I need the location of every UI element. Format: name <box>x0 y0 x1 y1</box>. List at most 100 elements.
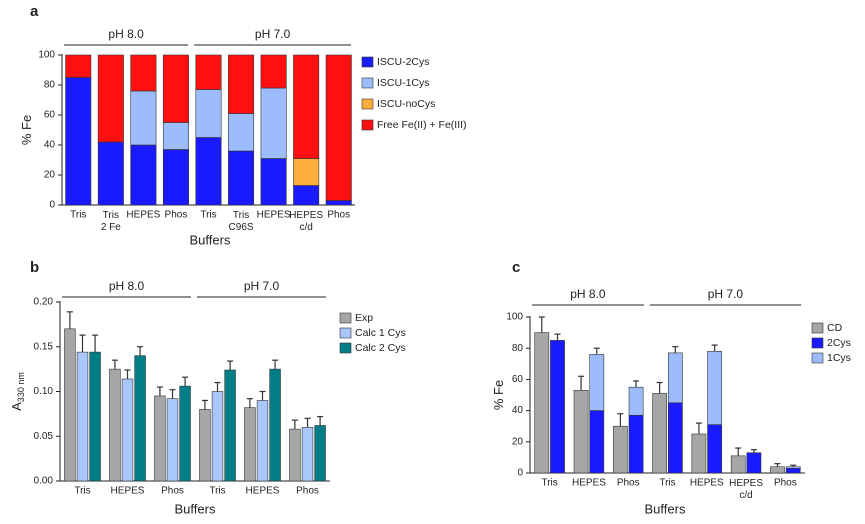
panel-label: b <box>30 259 39 276</box>
legend-swatch <box>361 98 374 110</box>
y-tick-label: 60 <box>44 110 56 121</box>
bar <box>162 122 189 150</box>
x-tick-label: Tris <box>74 486 90 497</box>
bar <box>785 468 801 474</box>
x-axis-label: Buffers <box>175 501 216 516</box>
x-tick-label: HEPES c/d <box>289 210 323 233</box>
legend-label: Calc 2 Cys <box>355 342 406 354</box>
bar <box>707 351 723 425</box>
group-label: pH 7.0 <box>244 279 280 293</box>
legend-swatch <box>811 352 824 364</box>
x-tick-label: HEPES <box>111 486 145 497</box>
legend-swatch <box>339 342 352 354</box>
bar <box>65 54 92 78</box>
bar <box>589 410 605 474</box>
legend-swatch <box>361 56 374 68</box>
y-label-text: A <box>9 402 24 411</box>
group-label: pH 7.0 <box>255 27 291 41</box>
legend-label: Calc 1 Cys <box>355 327 406 339</box>
bar <box>260 87 287 159</box>
y-axis-label: % Fe <box>19 115 34 145</box>
y-tick-label: 100 <box>38 50 55 61</box>
y-tick-label: 0 <box>49 200 55 211</box>
y-tick-label: 0.00 <box>34 476 54 487</box>
bar <box>228 54 255 114</box>
bar <box>652 393 668 474</box>
legend-swatch <box>339 327 352 339</box>
x-tick-label: Tris <box>200 210 216 221</box>
bar <box>130 144 157 206</box>
x-tick-label: HEPES <box>246 486 280 497</box>
bar <box>770 466 785 474</box>
bar <box>293 158 320 186</box>
x-tick-label: HEPES <box>690 478 724 489</box>
y-tick-label: 0.10 <box>34 386 54 397</box>
x-tick-label: Phos <box>165 210 188 221</box>
x-tick-label: Tris 2 Fe <box>101 210 121 233</box>
legend-swatch <box>339 312 352 324</box>
bar <box>550 340 565 474</box>
group-label: pH 8.0 <box>570 287 606 301</box>
bar <box>64 328 76 482</box>
bar <box>76 351 89 482</box>
bar <box>325 54 352 201</box>
legend-label: ISCU-2Cys <box>377 56 430 68</box>
bar <box>707 424 723 474</box>
y-tick-label: 60 <box>512 374 524 385</box>
y-tick-label: 40 <box>512 405 524 416</box>
bar <box>260 54 287 89</box>
x-tick-label: Phos <box>161 486 184 497</box>
bar <box>691 433 707 474</box>
bar <box>293 185 320 206</box>
bar <box>154 395 166 482</box>
bar <box>314 425 326 482</box>
x-tick-label: Tris <box>209 486 225 497</box>
bar <box>260 158 287 206</box>
x-tick-label: HEPES c/d <box>729 478 763 501</box>
x-axis-label: Buffers <box>190 232 231 247</box>
bar <box>162 149 189 206</box>
y-tick-label: 20 <box>512 436 524 447</box>
x-tick-label: HEPES <box>257 210 291 221</box>
x-tick-label: Phos <box>327 210 350 221</box>
legend-label: ISCU-noCys <box>377 98 435 110</box>
y-axis-label: % Fe <box>491 380 506 410</box>
legend-label: CD <box>827 322 843 334</box>
x-tick-label: HEPES <box>126 210 160 221</box>
bar <box>628 386 644 416</box>
bar <box>573 390 589 474</box>
bar <box>269 368 281 482</box>
bar <box>730 455 746 474</box>
x-tick-label: HEPES <box>572 478 606 489</box>
bar <box>746 452 762 474</box>
bar <box>179 385 191 482</box>
bar <box>301 426 314 482</box>
y-label-text: % Fe <box>491 380 506 410</box>
panel-label: c <box>512 259 520 276</box>
bar <box>612 425 628 474</box>
legend-swatch <box>811 322 824 334</box>
x-tick-label: Tris <box>70 210 86 221</box>
x-tick-label: Tris <box>541 478 557 489</box>
legend-swatch <box>361 119 374 131</box>
bar <box>667 402 683 474</box>
x-tick-label: Phos <box>774 478 797 489</box>
legend-label: 1Cys <box>827 352 851 364</box>
y-tick-label: 0.05 <box>34 431 54 442</box>
bar <box>667 352 683 404</box>
y-tick-label: 80 <box>512 343 524 354</box>
bar <box>534 332 550 474</box>
bar <box>325 200 352 206</box>
x-axis-label: Buffers <box>645 501 686 516</box>
bar <box>228 113 255 152</box>
bar <box>289 428 301 482</box>
legend-label: 2Cys <box>827 337 851 349</box>
bar <box>97 141 124 206</box>
y-tick-label: 100 <box>506 312 523 323</box>
y-tick-label: 20 <box>44 170 56 181</box>
bar <box>228 150 255 206</box>
x-tick-label: Phos <box>296 486 319 497</box>
bar <box>109 368 121 482</box>
bar <box>121 378 134 482</box>
bar <box>195 54 222 90</box>
